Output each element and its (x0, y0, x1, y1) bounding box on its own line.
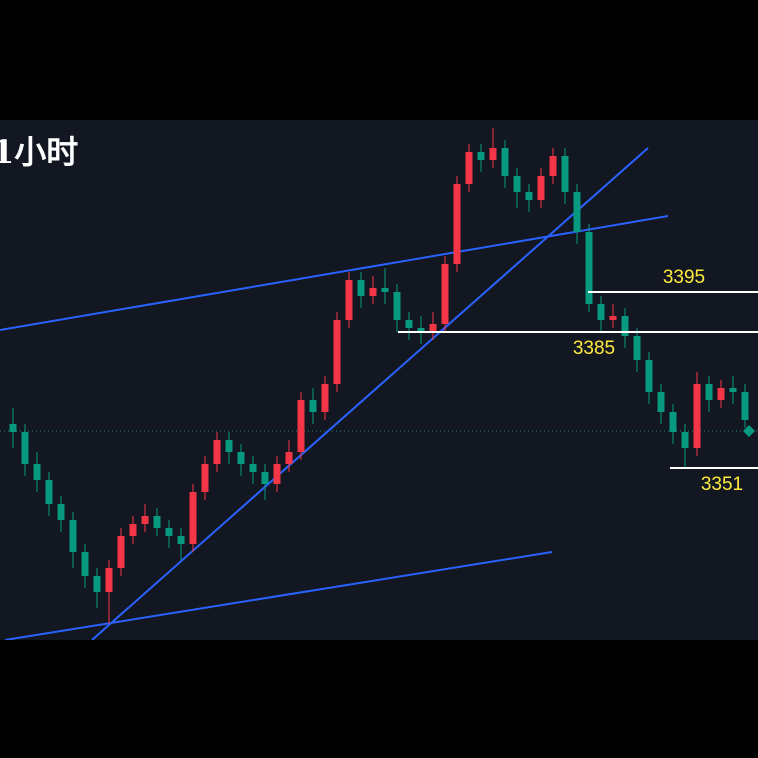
candle-body (321, 384, 329, 412)
candle-body (393, 292, 401, 320)
candle-body (705, 384, 713, 400)
candle-body (177, 536, 185, 544)
candle-body (21, 432, 29, 464)
candle-body (429, 324, 437, 332)
candle-body (417, 328, 425, 332)
candle-body (189, 492, 197, 544)
candle-body (357, 280, 365, 296)
candle-body (681, 432, 689, 448)
candle-body (513, 176, 521, 192)
candle-body (249, 464, 257, 472)
candle-body (669, 412, 677, 432)
level-label: 3385 (573, 338, 615, 359)
candle-body (285, 452, 293, 464)
candle-body (345, 280, 353, 320)
candle-body (93, 576, 101, 592)
candle-body (741, 392, 749, 420)
candle-body (261, 472, 269, 484)
candle-body (489, 148, 497, 160)
trend-line (4, 551, 553, 640)
candle-body (129, 524, 137, 536)
level-label: 3395 (663, 267, 705, 288)
chart-title: 1小时 (0, 133, 78, 171)
candle-body (465, 152, 473, 184)
plot (0, 128, 758, 640)
candle-body (621, 316, 629, 336)
candle-body (537, 176, 545, 200)
candle-body (441, 264, 449, 324)
candle-body (45, 480, 53, 504)
candle-body (501, 148, 509, 176)
candle-body (141, 516, 149, 524)
trend-line (91, 147, 649, 640)
candle-body (477, 152, 485, 160)
candle-body (573, 192, 581, 232)
candle-body (309, 400, 317, 412)
candle-body (657, 392, 665, 412)
candle-body (405, 320, 413, 328)
candle-body (105, 568, 113, 592)
level-label: 3351 (701, 474, 743, 495)
candle-body (597, 304, 605, 320)
candle-body (81, 552, 89, 576)
candle-body (33, 464, 41, 480)
candle-body (9, 424, 17, 432)
candle-body (369, 288, 377, 296)
candle-body (201, 464, 209, 492)
candle-body (297, 400, 305, 452)
candle-body (525, 192, 533, 200)
last-price-marker (743, 425, 755, 437)
candle-body (453, 184, 461, 264)
candle-body (717, 388, 725, 400)
candle-body (69, 520, 77, 552)
candle-body (609, 316, 617, 320)
candle-body (381, 288, 389, 292)
plot-area (0, 120, 758, 640)
candle-body (645, 360, 653, 392)
candle-body (333, 320, 341, 384)
candle-body (165, 528, 173, 536)
trend-line (0, 215, 669, 331)
candle-body (213, 440, 221, 464)
candle-body (237, 452, 245, 464)
candle-body (549, 156, 557, 176)
candle-body (693, 384, 701, 448)
candle-body (57, 504, 65, 520)
candle-body (561, 156, 569, 192)
candle-body (153, 516, 161, 528)
candle-body (633, 336, 641, 360)
candle-body (585, 232, 593, 304)
candle-body (225, 440, 233, 452)
candle-body (273, 464, 281, 484)
candle-body (117, 536, 125, 568)
candle-body (729, 388, 737, 392)
